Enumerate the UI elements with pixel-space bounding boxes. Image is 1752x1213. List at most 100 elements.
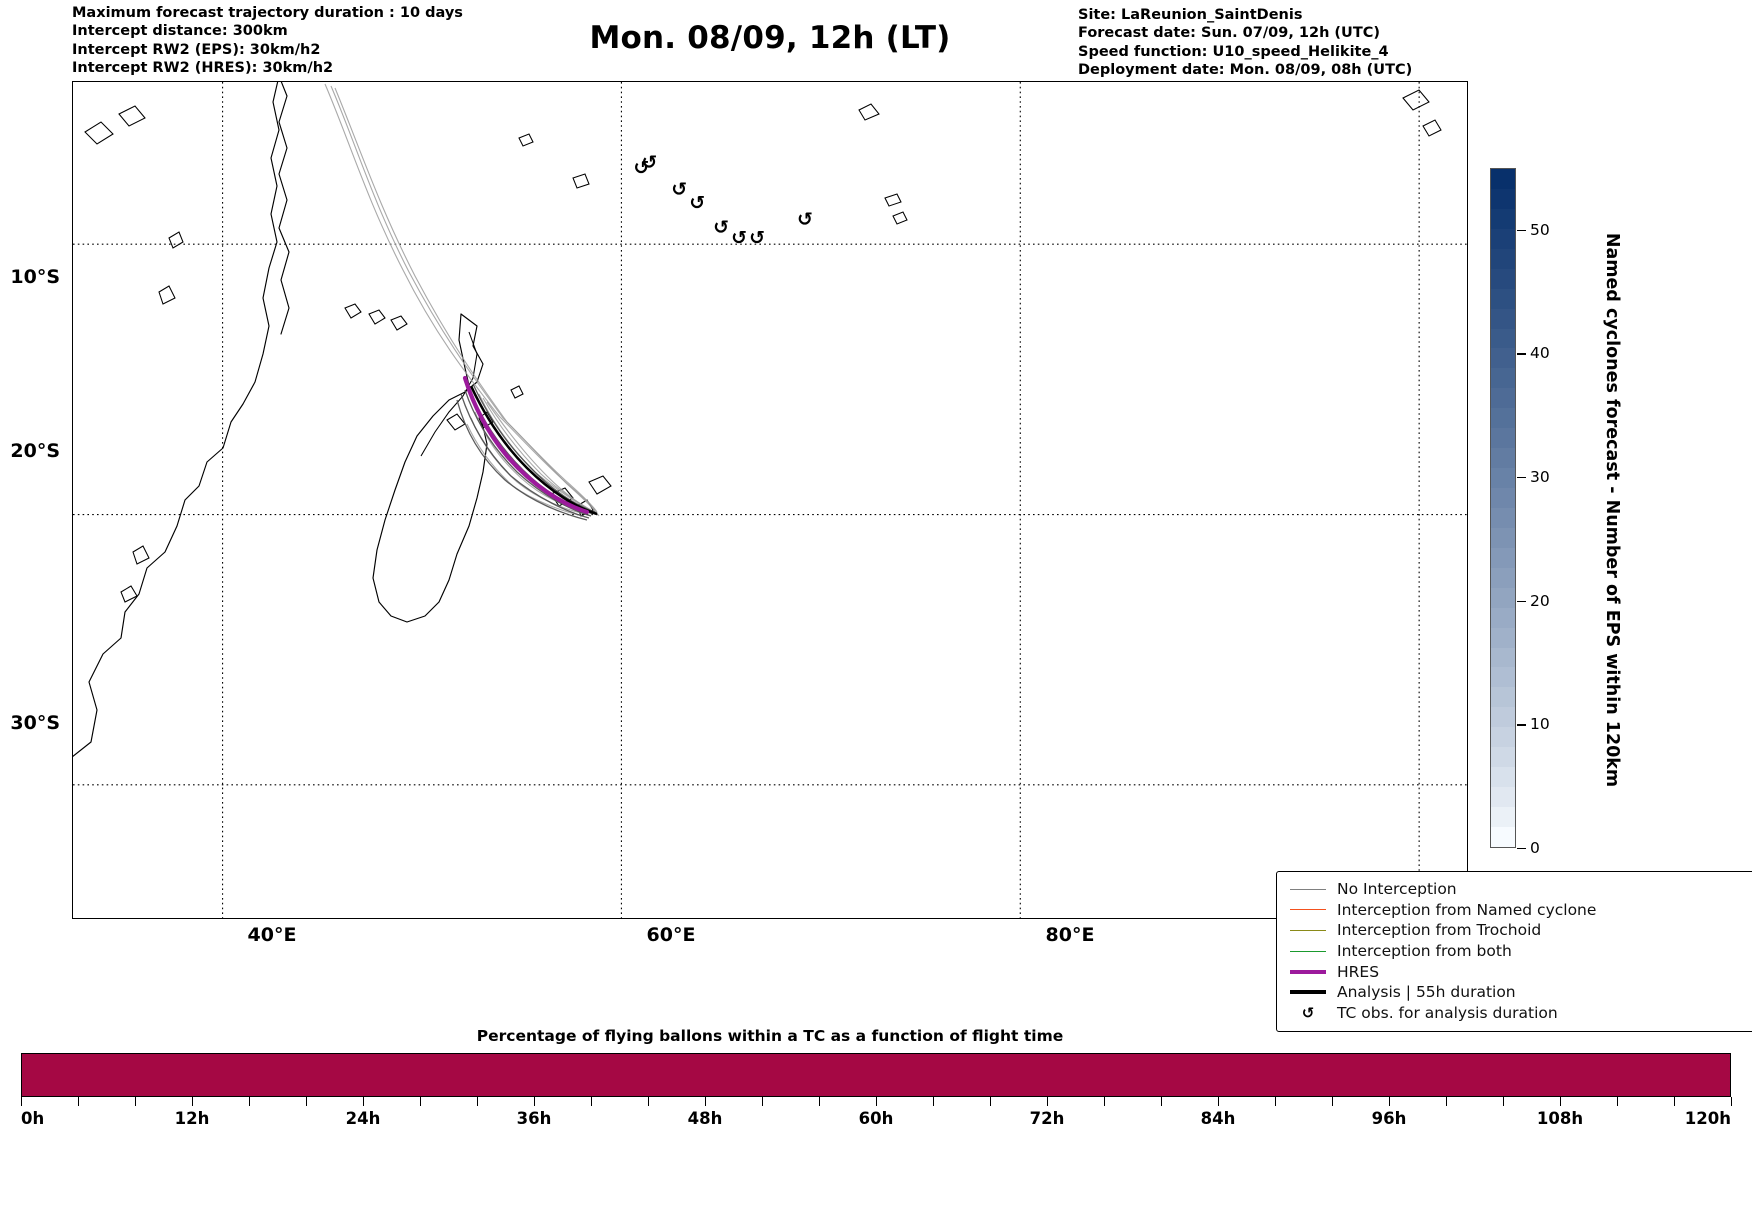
site-metadata-block: Site: LaReunion_SaintDenis Forecast date… <box>1078 6 1412 80</box>
flight-time-tick <box>420 1097 422 1106</box>
meta-forecast-date: Forecast date: Sun. 07/09, 12h (UTC) <box>1078 25 1380 42</box>
flight-time-tick <box>1617 1097 1619 1106</box>
colorbar-tick-label: 10 <box>1530 715 1550 734</box>
legend-swatch-line-icon <box>1287 888 1329 890</box>
flight-time-bar-fill <box>22 1054 1730 1096</box>
flight-time-tick-label: 0h <box>21 1109 45 1128</box>
lat-tick-30s: 30°S <box>10 712 60 734</box>
map-canvas: ↺↺↺↺↺ ↺ ↺↺ <box>73 82 1467 918</box>
legend-swatch-line-icon <box>1287 969 1329 974</box>
flight-time-tick-label: 108h <box>1536 1109 1584 1128</box>
flight-time-tick <box>363 1097 365 1106</box>
flight-time-tick <box>306 1097 308 1106</box>
meta-deployment-date: Deployment date: Mon. 08/09, 08h (UTC) <box>1078 62 1413 79</box>
flight-time-bar[interactable] <box>21 1053 1731 1097</box>
param-intercept-rw2-hres: Intercept RW2 (HRES): 30km/h2 <box>72 60 334 77</box>
legend-label: TC obs. for analysis duration <box>1337 1003 1558 1022</box>
flight-time-tick <box>990 1097 992 1106</box>
flight-time-tick <box>192 1097 194 1106</box>
svg-text:↺: ↺ <box>671 179 687 201</box>
legend-item-tc-observation[interactable]: ↺ TC obs. for analysis duration <box>1287 1003 1752 1024</box>
legend-label: HRES <box>1337 962 1380 981</box>
colorbar-tick <box>1517 477 1526 479</box>
flight-time-tick <box>534 1097 536 1106</box>
meta-site: Site: LaReunion_SaintDenis <box>1078 7 1303 23</box>
flight-time-tick <box>933 1097 935 1106</box>
svg-text:↺: ↺ <box>749 227 765 249</box>
colorbar-tick <box>1517 724 1526 726</box>
svg-text:↺: ↺ <box>731 227 747 249</box>
legend-label: Analysis | 55h duration <box>1337 983 1516 1002</box>
colorbar-tick-label: 20 <box>1530 591 1550 610</box>
legend-item-interception-both[interactable]: Interception from both <box>1287 941 1752 962</box>
flight-time-tick-label: 12h <box>174 1109 210 1128</box>
param-intercept-distance: Intercept distance: 300km <box>72 23 288 40</box>
svg-text:↺: ↺ <box>689 192 705 214</box>
lon-tick-80e: 80°E <box>1045 924 1095 946</box>
flight-time-axis: 0h 12h 24h 36h 48h 60h 72h 84h 96h 108h 120h <box>21 1097 1733 1147</box>
legend-item-analysis[interactable]: Analysis | 55h duration <box>1287 982 1752 1003</box>
colorbar-gradient <box>1490 168 1516 848</box>
legend-item-hres[interactable]: HRES <box>1287 961 1752 982</box>
lon-tick-40e: 40°E <box>247 924 297 946</box>
legend-swatch-line-icon <box>1287 929 1329 931</box>
cyclone-icon: ↺ <box>1301 1003 1315 1022</box>
legend-label: No Interception <box>1337 880 1457 899</box>
flight-time-tick <box>1275 1097 1277 1106</box>
flight-time-tick <box>78 1097 80 1106</box>
flight-time-tick <box>477 1097 479 1106</box>
param-max-duration: Maximum forecast trajectory duration : 1… <box>72 5 463 21</box>
colorbar[interactable]: 0 10 20 30 40 50 <box>1490 168 1550 857</box>
legend-swatch-line-icon <box>1287 950 1329 952</box>
flight-time-tick <box>1389 1097 1391 1106</box>
flight-time-tick <box>1332 1097 1334 1106</box>
map-legend[interactable]: No Interception Interception from Named … <box>1276 871 1752 1033</box>
legend-item-interception-trochoid[interactable]: Interception from Trochoid <box>1287 920 1752 941</box>
flight-time-tick <box>1674 1097 1676 1106</box>
page-title: Mon. 08/09, 12h (LT) <box>589 20 951 56</box>
flight-time-tick-label: 36h <box>516 1109 552 1128</box>
legend-item-interception-named-cyclone[interactable]: Interception from Named cyclone <box>1287 900 1752 921</box>
legend-label: Interception from both <box>1337 942 1512 961</box>
flight-time-tick <box>705 1097 707 1106</box>
flight-time-tick-label: 120h <box>1684 1109 1731 1128</box>
flight-time-tick-label: 60h <box>858 1109 894 1128</box>
forecast-parameters-block: Maximum forecast trajectory duration : 1… <box>72 4 463 78</box>
meta-speed-function: Speed function: U10_speed_Helikite_4 <box>1078 43 1389 60</box>
param-intercept-rw2-eps: Intercept RW2 (EPS): 30km/h2 <box>72 41 321 58</box>
svg-text:↺: ↺ <box>633 157 649 179</box>
balloon-trajectories <box>324 83 600 521</box>
colorbar-tick-label: 30 <box>1530 468 1550 487</box>
flight-time-tick <box>1446 1097 1448 1106</box>
flight-time-tick <box>876 1097 878 1106</box>
flight-time-tick <box>819 1097 821 1106</box>
legend-item-no-interception[interactable]: No Interception <box>1287 879 1752 900</box>
lat-tick-10s: 10°S <box>10 266 60 288</box>
colorbar-tick <box>1517 229 1526 232</box>
lon-tick-60e: 60°E <box>646 924 696 946</box>
colorbar-tick <box>1517 848 1526 850</box>
flight-time-caption: Percentage of flying ballons within a TC… <box>476 1027 1064 1045</box>
map-coastlines <box>73 82 1442 757</box>
flight-time-tick <box>1503 1097 1505 1106</box>
flight-time-tick <box>1560 1097 1562 1106</box>
colorbar-title: Named cyclones forecast - Number of EPS … <box>1602 232 1622 788</box>
map-panel[interactable]: ↺ ↺ ↺ ↺ ↺ ↺ ↺ ↺ <box>72 81 1468 919</box>
flight-time-tick <box>249 1097 251 1106</box>
flight-time-tick <box>591 1097 593 1106</box>
flight-time-tick <box>1731 1097 1733 1106</box>
flight-time-tick-label: 84h <box>1200 1109 1236 1128</box>
svg-text:↺: ↺ <box>797 208 813 230</box>
legend-swatch-line-icon <box>1287 909 1329 911</box>
colorbar-tick-label: 40 <box>1530 344 1550 363</box>
colorbar-tick <box>1517 353 1526 355</box>
flight-time-tick <box>1047 1097 1049 1106</box>
flight-time-tick <box>21 1097 23 1106</box>
flight-time-tick-label: 72h <box>1029 1109 1065 1128</box>
flight-time-tick-label: 24h <box>345 1109 381 1128</box>
colorbar-tick <box>1517 600 1526 603</box>
flight-time-tick-label: 96h <box>1371 1109 1407 1128</box>
flight-time-tick <box>135 1097 137 1106</box>
flight-time-tick <box>1161 1097 1163 1106</box>
